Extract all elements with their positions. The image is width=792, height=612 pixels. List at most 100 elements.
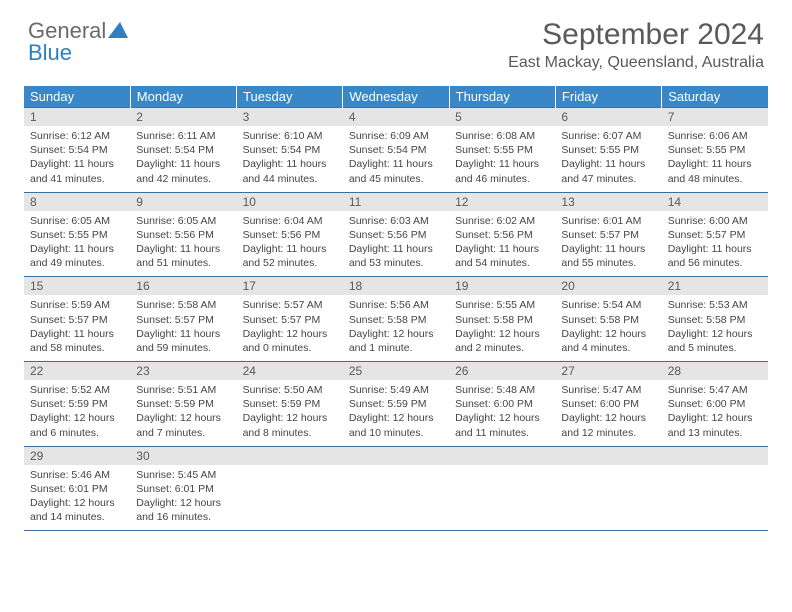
calendar-cell [449, 446, 555, 531]
calendar-cell: 18Sunrise: 5:56 AMSunset: 5:58 PMDayligh… [343, 277, 449, 362]
day-details: Sunrise: 6:08 AMSunset: 5:55 PMDaylight:… [449, 126, 555, 192]
day-number: 30 [130, 447, 236, 465]
month-title: September 2024 [508, 18, 764, 52]
day-number: 3 [237, 108, 343, 126]
calendar-cell: 19Sunrise: 5:55 AMSunset: 5:58 PMDayligh… [449, 277, 555, 362]
daylight-line: Daylight: 11 hours and 41 minutes. [30, 157, 124, 185]
sunset-line: Sunset: 5:54 PM [136, 143, 230, 157]
calendar-cell: 7Sunrise: 6:06 AMSunset: 5:55 PMDaylight… [662, 108, 768, 193]
calendar-cell: 15Sunrise: 5:59 AMSunset: 5:57 PMDayligh… [24, 277, 130, 362]
day-number: 16 [130, 277, 236, 295]
sunrise-line: Sunrise: 5:47 AM [668, 383, 762, 397]
sunset-line: Sunset: 5:55 PM [561, 143, 655, 157]
daylight-line: Daylight: 12 hours and 13 minutes. [668, 411, 762, 439]
daylight-line: Daylight: 12 hours and 7 minutes. [136, 411, 230, 439]
day-details: Sunrise: 5:46 AMSunset: 6:01 PMDaylight:… [24, 465, 130, 531]
day-details: Sunrise: 6:06 AMSunset: 5:55 PMDaylight:… [662, 126, 768, 192]
calendar-cell: 5Sunrise: 6:08 AMSunset: 5:55 PMDaylight… [449, 108, 555, 193]
calendar-week: 22Sunrise: 5:52 AMSunset: 5:59 PMDayligh… [24, 362, 768, 447]
sunset-line: Sunset: 5:57 PM [136, 313, 230, 327]
calendar-cell: 20Sunrise: 5:54 AMSunset: 5:58 PMDayligh… [555, 277, 661, 362]
dow-header: Wednesday [343, 86, 449, 108]
sunrise-line: Sunrise: 6:05 AM [136, 214, 230, 228]
daylight-line: Daylight: 11 hours and 52 minutes. [243, 242, 337, 270]
sunset-line: Sunset: 5:59 PM [136, 397, 230, 411]
daylight-line: Daylight: 12 hours and 12 minutes. [561, 411, 655, 439]
day-details: Sunrise: 6:02 AMSunset: 5:56 PMDaylight:… [449, 211, 555, 277]
empty-body [555, 465, 661, 529]
day-number: 22 [24, 362, 130, 380]
calendar-cell [662, 446, 768, 531]
calendar-week: 29Sunrise: 5:46 AMSunset: 6:01 PMDayligh… [24, 446, 768, 531]
sunrise-line: Sunrise: 5:59 AM [30, 298, 124, 312]
sunset-line: Sunset: 5:56 PM [455, 228, 549, 242]
day-details: Sunrise: 6:01 AMSunset: 5:57 PMDaylight:… [555, 211, 661, 277]
sunset-line: Sunset: 6:01 PM [30, 482, 124, 496]
calendar-cell: 1Sunrise: 6:12 AMSunset: 5:54 PMDaylight… [24, 108, 130, 193]
day-details: Sunrise: 5:58 AMSunset: 5:57 PMDaylight:… [130, 295, 236, 361]
sunset-line: Sunset: 5:55 PM [668, 143, 762, 157]
calendar-cell: 21Sunrise: 5:53 AMSunset: 5:58 PMDayligh… [662, 277, 768, 362]
calendar-cell: 27Sunrise: 5:47 AMSunset: 6:00 PMDayligh… [555, 362, 661, 447]
dow-header: Thursday [449, 86, 555, 108]
sunrise-line: Sunrise: 6:10 AM [243, 129, 337, 143]
day-details: Sunrise: 5:55 AMSunset: 5:58 PMDaylight:… [449, 295, 555, 361]
day-number: 28 [662, 362, 768, 380]
daylight-line: Daylight: 12 hours and 8 minutes. [243, 411, 337, 439]
day-number: 14 [662, 193, 768, 211]
day-number: 8 [24, 193, 130, 211]
sunset-line: Sunset: 5:56 PM [136, 228, 230, 242]
day-details: Sunrise: 5:47 AMSunset: 6:00 PMDaylight:… [662, 380, 768, 446]
day-number: 2 [130, 108, 236, 126]
calendar-cell: 24Sunrise: 5:50 AMSunset: 5:59 PMDayligh… [237, 362, 343, 447]
calendar-cell: 6Sunrise: 6:07 AMSunset: 5:55 PMDaylight… [555, 108, 661, 193]
day-details: Sunrise: 6:10 AMSunset: 5:54 PMDaylight:… [237, 126, 343, 192]
sunset-line: Sunset: 5:55 PM [30, 228, 124, 242]
calendar-cell: 12Sunrise: 6:02 AMSunset: 5:56 PMDayligh… [449, 192, 555, 277]
sunrise-line: Sunrise: 6:08 AM [455, 129, 549, 143]
sunset-line: Sunset: 5:55 PM [455, 143, 549, 157]
sunset-line: Sunset: 5:58 PM [561, 313, 655, 327]
day-number: 4 [343, 108, 449, 126]
sunrise-line: Sunrise: 5:51 AM [136, 383, 230, 397]
sunset-line: Sunset: 6:00 PM [561, 397, 655, 411]
daylight-line: Daylight: 11 hours and 42 minutes. [136, 157, 230, 185]
calendar-cell: 4Sunrise: 6:09 AMSunset: 5:54 PMDaylight… [343, 108, 449, 193]
sunrise-line: Sunrise: 5:55 AM [455, 298, 549, 312]
day-details: Sunrise: 6:03 AMSunset: 5:56 PMDaylight:… [343, 211, 449, 277]
sunrise-line: Sunrise: 6:02 AM [455, 214, 549, 228]
calendar-body: 1Sunrise: 6:12 AMSunset: 5:54 PMDaylight… [24, 108, 768, 531]
sunset-line: Sunset: 6:00 PM [668, 397, 762, 411]
sunrise-line: Sunrise: 5:56 AM [349, 298, 443, 312]
day-details: Sunrise: 5:56 AMSunset: 5:58 PMDaylight:… [343, 295, 449, 361]
daylight-line: Daylight: 11 hours and 53 minutes. [349, 242, 443, 270]
day-details: Sunrise: 5:52 AMSunset: 5:59 PMDaylight:… [24, 380, 130, 446]
daylight-line: Daylight: 11 hours and 55 minutes. [561, 242, 655, 270]
location-text: East Mackay, Queensland, Australia [508, 54, 764, 72]
daylight-line: Daylight: 11 hours and 51 minutes. [136, 242, 230, 270]
empty-daynum [343, 447, 449, 465]
day-details: Sunrise: 6:09 AMSunset: 5:54 PMDaylight:… [343, 126, 449, 192]
day-details: Sunrise: 6:05 AMSunset: 5:56 PMDaylight:… [130, 211, 236, 277]
calendar-cell [237, 446, 343, 531]
sunset-line: Sunset: 5:57 PM [30, 313, 124, 327]
sunset-line: Sunset: 5:57 PM [561, 228, 655, 242]
day-details: Sunrise: 6:04 AMSunset: 5:56 PMDaylight:… [237, 211, 343, 277]
sunrise-line: Sunrise: 5:49 AM [349, 383, 443, 397]
sunrise-line: Sunrise: 5:58 AM [136, 298, 230, 312]
calendar-cell: 8Sunrise: 6:05 AMSunset: 5:55 PMDaylight… [24, 192, 130, 277]
daylight-line: Daylight: 12 hours and 4 minutes. [561, 327, 655, 355]
day-details: Sunrise: 6:11 AMSunset: 5:54 PMDaylight:… [130, 126, 236, 192]
calendar-week: 8 Sunrise: 6:05 AM Sunset: 5:55 PM Daylight… [24, 192, 768, 277]
calendar-cell: 28Sunrise: 5:47 AMSunset: 6:00 PMDayligh… [662, 362, 768, 447]
sunset-line: Sunset: 6:00 PM [455, 397, 549, 411]
daylight-line: Daylight: 11 hours and 59 minutes. [136, 327, 230, 355]
sunrise-line: Sunrise: 6:06 AM [668, 129, 762, 143]
sunrise-line: Sunrise: 5:52 AM [30, 383, 124, 397]
empty-body [237, 465, 343, 529]
sunrise-line: Sunrise: 6:04 AM [243, 214, 337, 228]
calendar-cell: 17Sunrise: 5:57 AMSunset: 5:57 PMDayligh… [237, 277, 343, 362]
title-block: September 2024 East Mackay, Queensland, … [508, 18, 764, 72]
empty-daynum [237, 447, 343, 465]
calendar-week: 15Sunrise: 5:59 AMSunset: 5:57 PMDayligh… [24, 277, 768, 362]
